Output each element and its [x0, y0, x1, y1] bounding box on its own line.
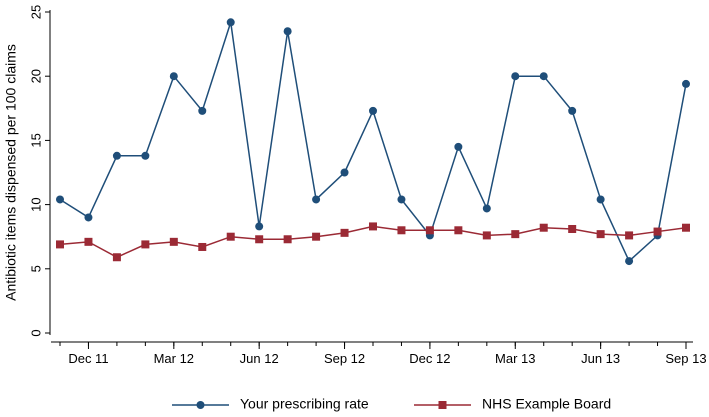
data-point — [340, 228, 349, 237]
y-tick-label: 10 — [28, 197, 43, 211]
data-point — [312, 232, 321, 241]
data-point — [84, 237, 93, 246]
data-point — [283, 27, 292, 36]
data-point — [682, 223, 690, 232]
legend-marker — [438, 401, 447, 409]
data-point — [682, 79, 690, 88]
data-point — [568, 106, 577, 115]
data-point — [397, 226, 406, 235]
data-point — [596, 230, 605, 239]
x-tick-label: Jun 13 — [581, 351, 620, 366]
data-point — [312, 195, 321, 204]
y-tick-label: 25 — [28, 5, 43, 19]
data-point — [369, 106, 377, 115]
series-line — [59, 225, 687, 259]
data-point — [340, 168, 349, 177]
x-tick-label: Dec 11 — [68, 351, 108, 366]
data-point — [255, 235, 264, 244]
data-point — [169, 237, 178, 246]
series-2 — [56, 222, 690, 262]
data-point — [283, 235, 292, 244]
data-point — [141, 151, 150, 160]
data-point — [568, 224, 577, 233]
x-tick-label: Mar 13 — [495, 351, 535, 366]
x-axis: Dec 11 Mar 12 Jun 12 Sep 12 Dec 12 Mar 13 Jun … — [51, 341, 707, 366]
data-point — [112, 253, 121, 262]
data-point — [625, 231, 634, 240]
data-point — [482, 204, 491, 213]
series-1 — [56, 18, 690, 266]
legend-label: NHS Example Board — [482, 396, 611, 412]
y-axis-title: Antibiotic items dispensed per 100 claim… — [3, 44, 19, 301]
data-point — [255, 222, 264, 231]
x-tick-label: Mar 12 — [154, 351, 194, 366]
data-point — [539, 223, 548, 232]
data-point — [511, 72, 520, 81]
data-point — [112, 151, 121, 160]
data-point — [454, 226, 463, 235]
data-point — [198, 106, 207, 115]
x-tick-label: Sep 12 — [324, 351, 365, 366]
data-point — [369, 222, 377, 231]
legend-item-1: Your prescribing rate — [172, 396, 369, 412]
data-point — [454, 142, 463, 151]
legend-label: Your prescribing rate — [240, 396, 369, 412]
data-point — [226, 18, 235, 27]
data-point — [169, 72, 178, 81]
y-tick-label: 15 — [28, 133, 43, 147]
data-point — [596, 195, 605, 204]
data-point — [539, 72, 548, 81]
data-point — [425, 226, 434, 235]
data-point — [56, 195, 64, 204]
data-point — [226, 232, 235, 241]
y-tick-label: 5 — [28, 265, 43, 272]
legend-item-2: NHS Example Board — [414, 396, 611, 412]
legend-marker — [196, 401, 205, 409]
x-tick-label: Dec 12 — [409, 351, 450, 366]
x-tick-label: Sep 13 — [665, 351, 706, 366]
data-point — [653, 227, 662, 236]
data-point — [198, 242, 207, 251]
y-axis: 0 5 10 15 20 25 — [28, 5, 51, 337]
data-point — [482, 231, 491, 240]
data-point — [56, 240, 64, 249]
data-point — [397, 195, 406, 204]
data-point — [141, 240, 150, 249]
data-point — [511, 230, 520, 239]
data-point — [84, 213, 93, 222]
legend: Your prescribing rate NHS Example Board — [172, 396, 611, 412]
data-point — [625, 257, 634, 266]
series-layer — [56, 18, 690, 266]
y-tick-label: 20 — [28, 69, 43, 83]
x-tick-label: Jun 12 — [240, 351, 279, 366]
y-tick-label: 0 — [28, 329, 43, 336]
